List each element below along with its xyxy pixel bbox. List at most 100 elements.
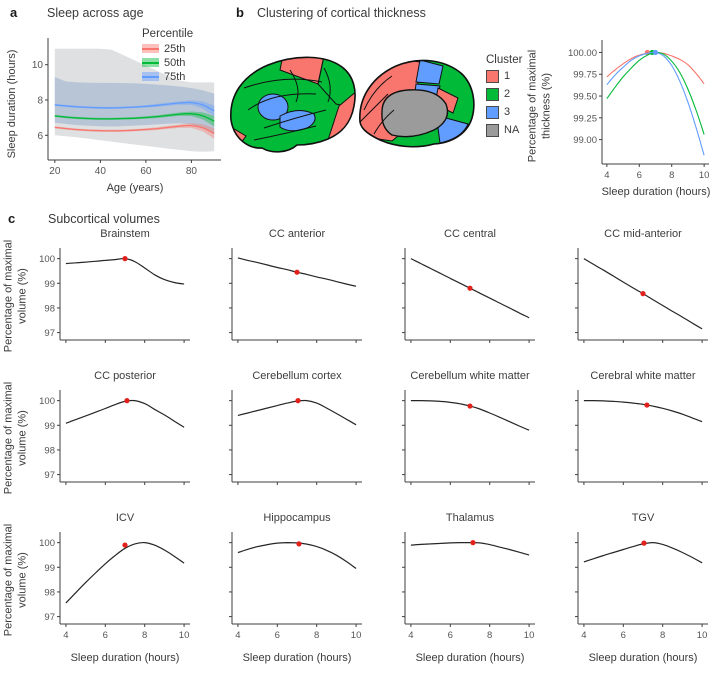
percentile-legend-entry: 50th [142,56,193,69]
volume-x-axis-label: Sleep duration (hours) [70,652,180,664]
x-tick-label: 4 [235,630,240,641]
thickness-plot: 99.00 99.25 99.50 99.75 100.00 4 6 8 10 [568,40,710,181]
peak-dot [294,269,300,275]
sleep-across-age-plot: 6 8 10 20 40 60 80 [32,38,221,177]
y-tick-label: 6 [37,131,43,142]
x-tick-label: 40 [95,166,107,177]
legend-color-swatch [486,87,499,101]
subplot-plot: 97 98 99 100 [39,248,190,343]
x-tick-label: 8 [660,630,665,641]
percentile-legend-entry: 25th [142,43,193,55]
cluster-legend-entry: 3 [486,105,522,119]
peak-dot [467,285,473,291]
y-tick-label: 99 [44,421,55,432]
series-line-tgv [583,541,703,564]
y-tick-label: 98 [44,587,55,598]
thickness-x-axis-label: Sleep duration (hours) [601,186,711,198]
cluster-legend-entry: NA [486,123,522,137]
x-tick-label: 10 [699,170,710,181]
brain-outline [230,56,356,153]
peak-dot [295,398,301,404]
subplot-chart [208,386,364,499]
volume-x-axis-label: Sleep duration (hours) [588,652,698,664]
percentile-legend-entry: 75th [142,71,193,83]
subplot-plot [229,248,362,343]
y-tick-label: 99 [44,563,55,574]
legend-label: 1 [504,70,511,82]
legend-band-swatch [142,58,159,67]
series-line-cluster-3 [606,51,705,156]
subplot-chart [554,244,710,357]
subplot-plot: 4 6 8 10 [402,532,535,641]
series-line-50th [54,113,215,122]
subplot-chart [381,244,537,357]
panel-a-title: Sleep across age [47,6,144,20]
volume-y-axis-label: Percentage of maximal volume (%) [2,239,28,353]
thickness-chart: 99.00 99.25 99.50 99.75 100.00 4 6 8 10 [558,30,714,190]
x-tick-label: 10 [179,630,190,641]
x-tick-label: 4 [408,630,413,641]
subplot-plot: 4 6 8 10 [575,532,708,641]
volume-x-axis-label: Sleep duration (hours) [242,652,352,664]
peak-dot [652,49,659,56]
panel-c-title: Subcortical volumes [48,212,160,226]
y-tick-label: 98 [44,445,55,456]
peak-dot [641,540,647,546]
legend-label: 2 [504,88,511,100]
peak-dot [124,398,130,404]
subplot-plot [402,248,535,343]
peak-dot [644,402,650,408]
series-line-thalamus [410,542,530,556]
y-tick-label: 100 [39,396,55,407]
series-line-25th [54,124,215,135]
subplot-plot: 4 6 8 10 [229,532,362,641]
series-line-75th [54,101,215,112]
y-tick-label: 99.50 [573,92,597,103]
y-tick-label: 100.00 [568,48,597,59]
peak-dot [640,291,646,297]
subplot-title: TGV [631,512,655,524]
legend-color-swatch [486,69,499,83]
brain-outline [359,59,475,148]
sulci-lines [243,67,331,141]
subplot-title: Hippocampus [263,512,331,524]
subplot-chart [554,386,710,499]
subplot-title: Cerebellum cortex [252,370,342,382]
peak-dot [296,541,302,547]
x-tick-label: 6 [275,630,280,641]
volume-y-axis-label: Percentage of maximal volume (%) [2,381,28,495]
band [54,77,215,134]
y-tick-label: 100 [39,538,55,549]
y-tick-label: 100 [39,254,55,265]
thickness-y-axis-label: Percentage of maximal thickness (%) [526,49,552,163]
volume-y-axis-label: Percentage of maximal volume (%) [2,523,28,637]
cluster-legend-title: Cluster [486,54,523,66]
x-tick-label: 20 [49,166,61,177]
sulci-lines [359,75,395,135]
subplot-title: CC mid-anterior [604,228,682,240]
band [54,100,215,117]
peak-dot [467,403,473,409]
series-line-cerebral-white-matter [583,400,703,423]
x-tick-label: 10 [351,630,362,641]
subplot-chart: 4 6 8 10 [208,528,364,659]
x-tick-label: 8 [314,630,319,641]
brain-cluster-maps [230,56,475,153]
x-tick-label: 10 [697,630,708,641]
y-tick-label: 97 [44,612,55,623]
subplot-title: CC central [444,228,496,240]
panel-b-title: Clustering of cortical thickness [257,6,426,20]
legend-label: 50th [164,56,186,69]
legend-color-swatch [486,123,499,137]
subplot-chart [381,386,537,499]
x-tick-label: 8 [487,630,492,641]
x-tick-label: 4 [581,630,586,641]
cluster-legend-entry: 1 [486,69,522,83]
y-tick-label: 97 [44,328,55,339]
percentile-legend-title: Percentile [142,28,194,40]
x-tick-label: 6 [448,630,453,641]
band [54,48,215,152]
legend-label: 3 [504,106,511,118]
x-tick-label: 4 [63,630,68,641]
x-tick-label: 80 [186,166,198,177]
